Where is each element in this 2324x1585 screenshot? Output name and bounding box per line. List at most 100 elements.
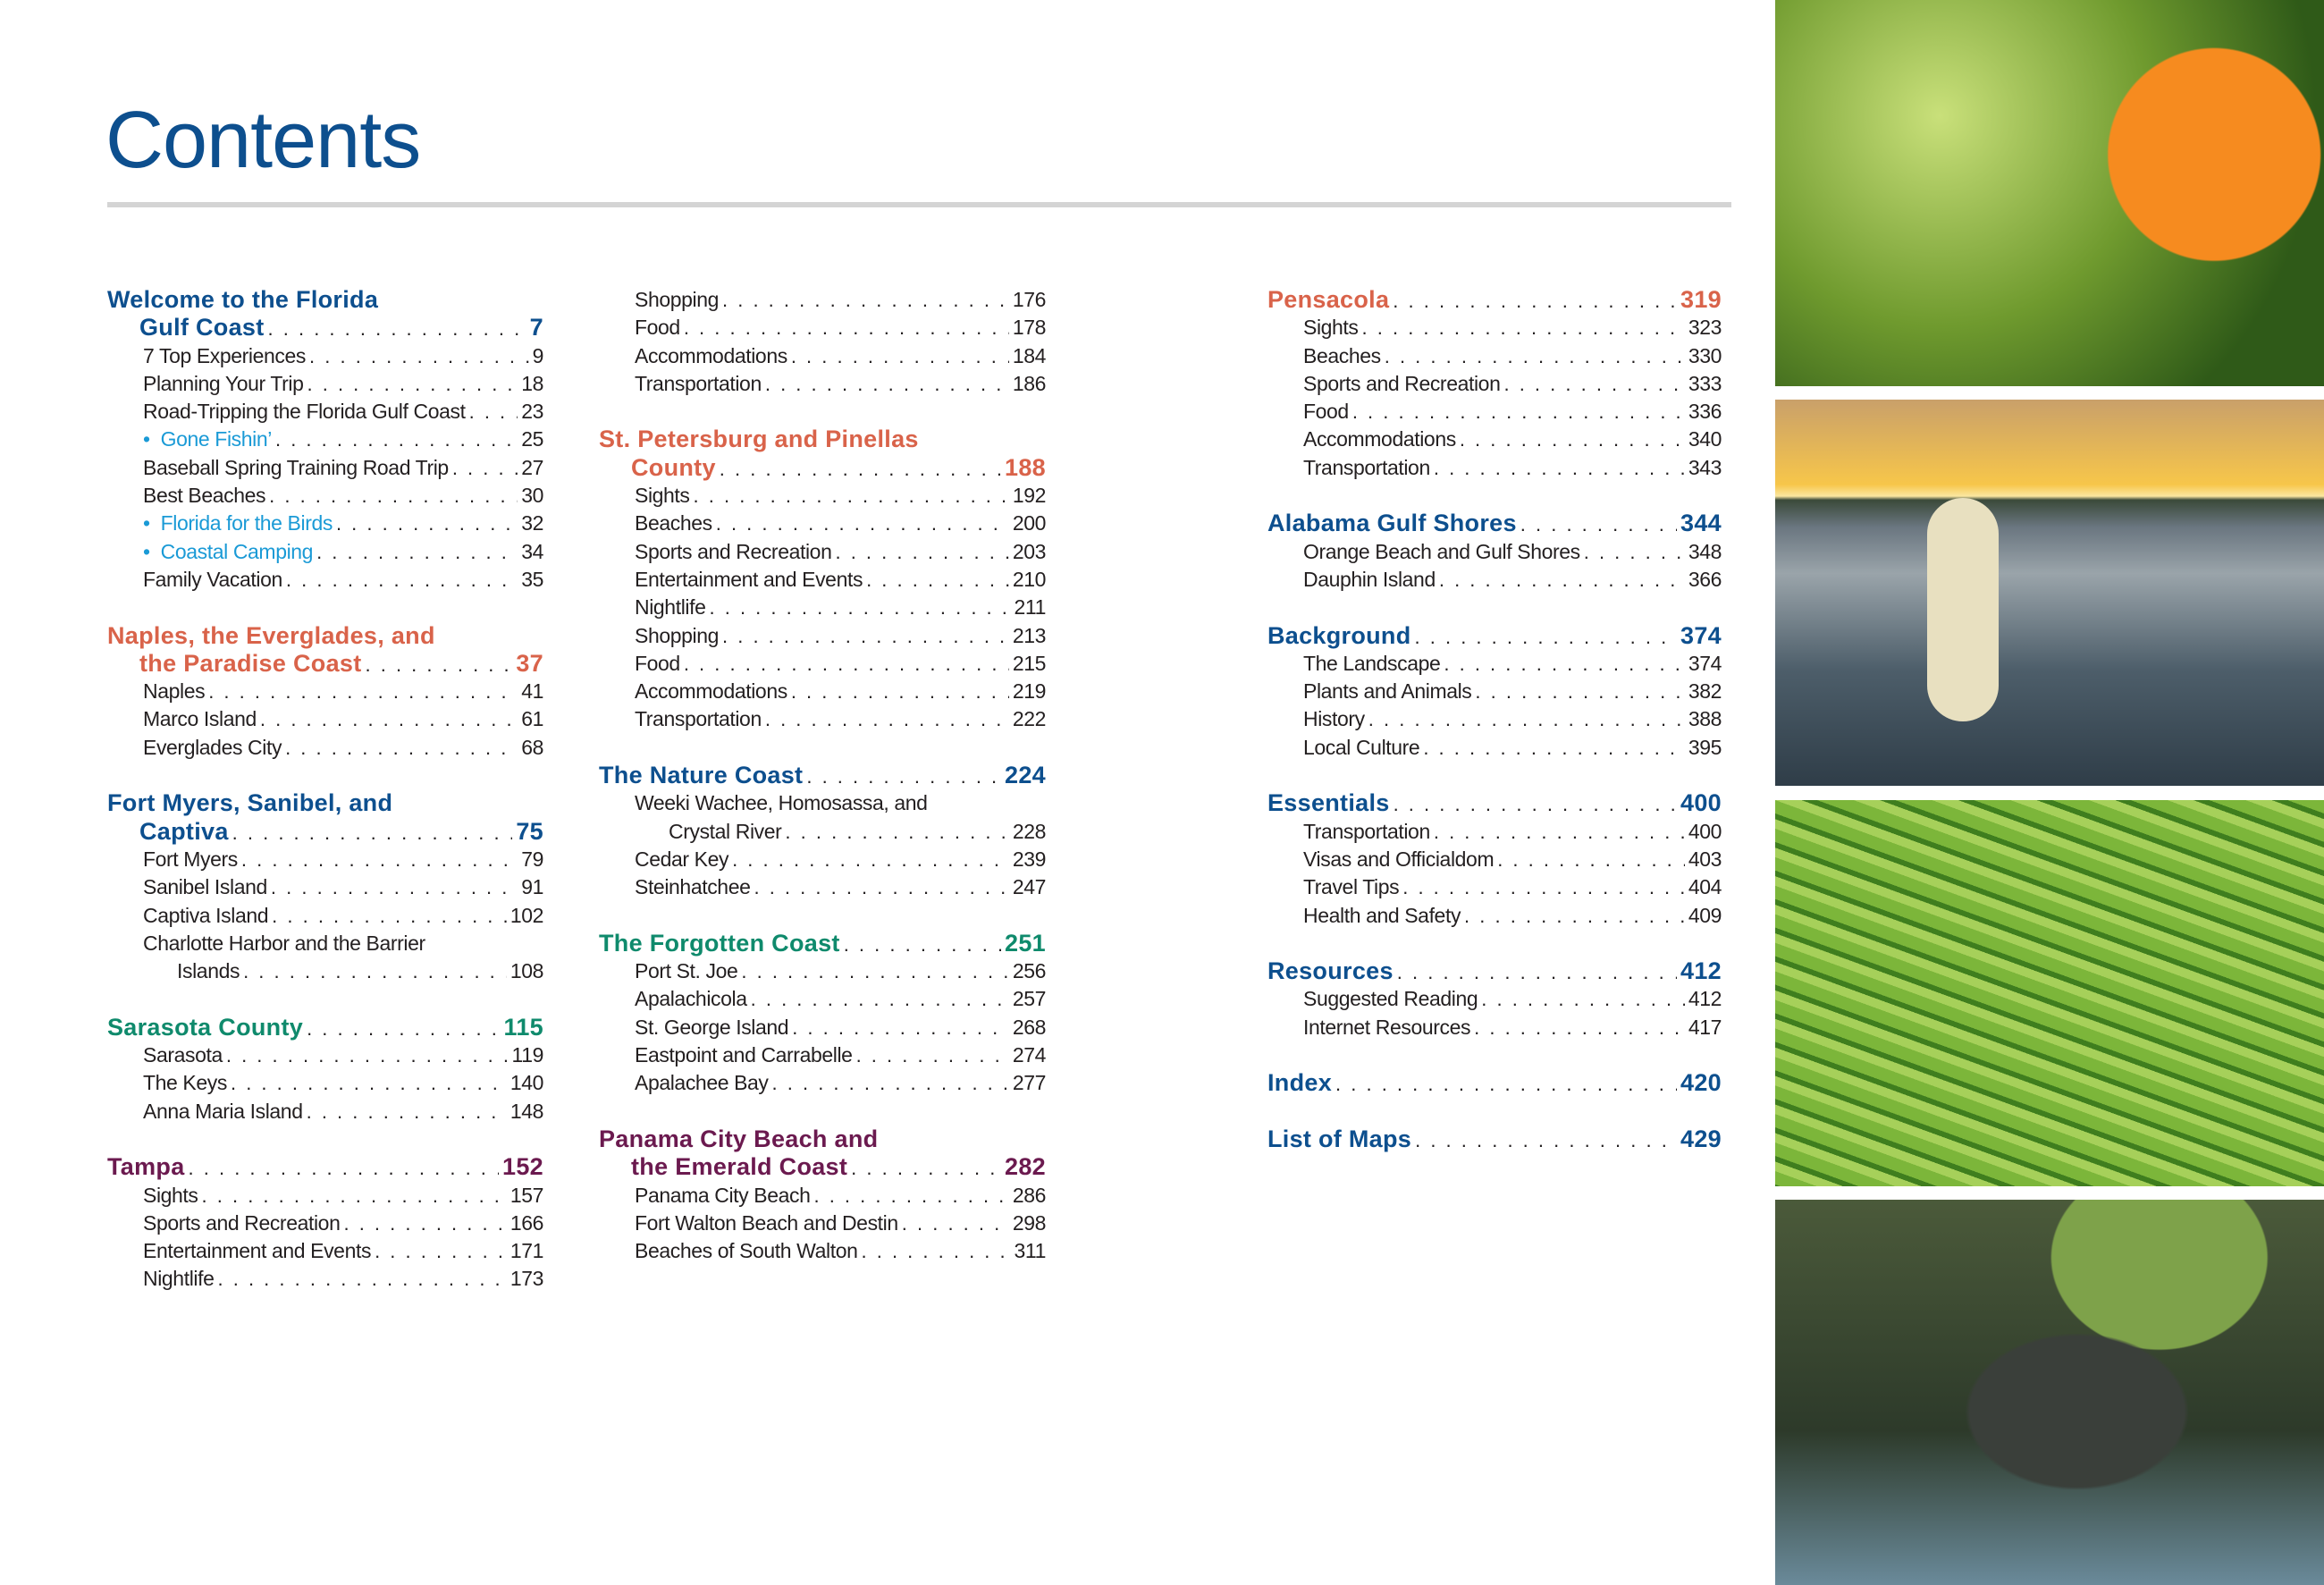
toc-entry[interactable]: Entertainment and Events 210 bbox=[599, 566, 1046, 594]
toc-entry[interactable]: Charlotte Harbor and the Barrier bbox=[107, 930, 543, 957]
section-heading[interactable]: Sarasota County 115 bbox=[107, 1014, 543, 1041]
toc-entry[interactable]: Best Beaches 30 bbox=[107, 482, 543, 510]
section-heading[interactable]: The Forgotten Coast 251 bbox=[599, 930, 1046, 957]
toc-entry[interactable]: • Gone Fishin’ 25 bbox=[107, 426, 543, 453]
section-heading-continued[interactable]: the Paradise Coast 37 bbox=[107, 650, 543, 678]
toc-entry[interactable]: Shopping 176 bbox=[599, 286, 1046, 314]
toc-entry[interactable]: 7 Top Experiences 9 bbox=[107, 342, 543, 370]
entry-label: Internet Resources bbox=[1303, 1015, 1471, 1039]
toc-entry[interactable]: Travel Tips 404 bbox=[1267, 873, 1722, 901]
section-heading[interactable]: Background 374 bbox=[1267, 622, 1722, 650]
toc-entry[interactable]: Cedar Key 239 bbox=[599, 846, 1046, 873]
section-heading-continued[interactable]: County 188 bbox=[599, 454, 1046, 482]
section-heading[interactable]: Alabama Gulf Shores 344 bbox=[1267, 510, 1722, 537]
toc-entry[interactable]: Eastpoint and Carrabelle 274 bbox=[599, 1041, 1046, 1069]
section-heading[interactable]: St. Petersburg and Pinellas bbox=[599, 426, 1046, 453]
dot-leader bbox=[307, 1098, 507, 1126]
toc-entry[interactable]: Fort Walton Beach and Destin 298 bbox=[599, 1210, 1046, 1237]
toc-entry[interactable]: Accommodations 184 bbox=[599, 342, 1046, 370]
toc-entry[interactable]: Steinhatchee 247 bbox=[599, 873, 1046, 901]
section-heading-continued[interactable]: the Emerald Coast 282 bbox=[599, 1153, 1046, 1181]
toc-entry[interactable]: St. George Island 268 bbox=[599, 1014, 1046, 1041]
toc-entry[interactable]: Dauphin Island 366 bbox=[1267, 566, 1722, 594]
toc-entry[interactable]: Sports and Recreation 166 bbox=[107, 1210, 543, 1237]
toc-entry[interactable]: Food 178 bbox=[599, 314, 1046, 341]
section-heading[interactable]: Welcome to the Florida bbox=[107, 286, 543, 314]
toc-entry-continued[interactable]: Islands 108 bbox=[107, 957, 543, 985]
toc-entry[interactable]: Plants and Animals 382 bbox=[1267, 678, 1722, 705]
toc-entry[interactable]: Sports and Recreation 203 bbox=[599, 538, 1046, 566]
toc-entry[interactable]: Entertainment and Events 171 bbox=[107, 1237, 543, 1265]
toc-entry[interactable]: Shopping 213 bbox=[599, 622, 1046, 650]
toc-entry[interactable]: Internet Resources 417 bbox=[1267, 1014, 1722, 1041]
dot-leader bbox=[792, 1014, 1009, 1041]
toc-entry[interactable]: Visas and Officialdom 403 bbox=[1267, 846, 1722, 873]
toc-entry[interactable]: Transportation 343 bbox=[1267, 454, 1722, 482]
toc-entry[interactable]: Sights 323 bbox=[1267, 314, 1722, 341]
toc-entry[interactable]: Road-Tripping the Florida Gulf Coast 23 bbox=[107, 398, 543, 426]
section-title: Fort Myers, Sanibel, and bbox=[107, 789, 393, 817]
toc-entry[interactable]: Port St. Joe 256 bbox=[599, 957, 1046, 985]
entry-page-number: 417 bbox=[1688, 1015, 1722, 1039]
toc-entry[interactable]: Family Vacation 35 bbox=[107, 566, 543, 594]
toc-entry[interactable]: Food 336 bbox=[1267, 398, 1722, 426]
toc-entry[interactable]: Baseball Spring Training Road Trip 27 bbox=[107, 454, 543, 482]
section-heading[interactable]: Index 420 bbox=[1267, 1069, 1722, 1097]
section-title: Index bbox=[1267, 1069, 1333, 1097]
section-title: The Forgotten Coast bbox=[599, 929, 840, 957]
toc-entry[interactable]: Nightlife 173 bbox=[107, 1265, 543, 1293]
section-heading[interactable]: List of Maps 429 bbox=[1267, 1126, 1722, 1153]
section-heading[interactable]: Pensacola 319 bbox=[1267, 286, 1722, 314]
toc-entry[interactable]: Sights 192 bbox=[599, 482, 1046, 510]
section-heading[interactable]: The Nature Coast 224 bbox=[599, 762, 1046, 789]
toc-entry[interactable]: Sports and Recreation 333 bbox=[1267, 370, 1722, 398]
section-heading-continued[interactable]: Captiva 75 bbox=[107, 818, 543, 846]
toc-entry[interactable]: Captiva Island 102 bbox=[107, 902, 543, 930]
toc-entry[interactable]: Local Culture 395 bbox=[1267, 734, 1722, 762]
toc-entry[interactable]: Marco Island 61 bbox=[107, 705, 543, 733]
toc-entry[interactable]: Food 215 bbox=[599, 650, 1046, 678]
toc-entry[interactable]: Apalachee Bay 277 bbox=[599, 1069, 1046, 1097]
toc-entry[interactable]: Beaches 330 bbox=[1267, 342, 1722, 370]
toc-entry[interactable]: Transportation 400 bbox=[1267, 818, 1722, 846]
entry-page-number: 213 bbox=[1012, 623, 1047, 647]
section-heading[interactable]: Naples, the Everglades, and bbox=[107, 622, 543, 650]
toc-entry[interactable]: Everglades City 68 bbox=[107, 734, 543, 762]
toc-entry[interactable]: Nightlife 211 bbox=[599, 594, 1046, 621]
toc-entry[interactable]: Apalachicola 257 bbox=[599, 985, 1046, 1013]
toc-entry[interactable]: Planning Your Trip 18 bbox=[107, 370, 543, 398]
toc-entry[interactable]: Suggested Reading 412 bbox=[1267, 985, 1722, 1013]
toc-entry[interactable]: Accommodations 219 bbox=[599, 678, 1046, 705]
section-heading-continued[interactable]: Gulf Coast 7 bbox=[107, 314, 543, 341]
entry-label: History bbox=[1303, 707, 1365, 731]
toc-entry[interactable]: Transportation 186 bbox=[599, 370, 1046, 398]
toc-entry[interactable]: Panama City Beach 286 bbox=[599, 1182, 1046, 1210]
toc-entry[interactable]: • Coastal Camping 34 bbox=[107, 538, 543, 566]
section-heading[interactable]: Tampa 152 bbox=[107, 1153, 543, 1181]
toc-entry[interactable]: Sanibel Island 91 bbox=[107, 873, 543, 901]
toc-entry[interactable]: Sarasota 119 bbox=[107, 1041, 543, 1069]
dot-leader bbox=[202, 1182, 507, 1210]
toc-entry[interactable]: The Landscape 374 bbox=[1267, 650, 1722, 678]
toc-entry[interactable]: The Keys 140 bbox=[107, 1069, 543, 1097]
toc-entry[interactable]: Orange Beach and Gulf Shores 348 bbox=[1267, 538, 1722, 566]
toc-entry-continued[interactable]: Crystal River 228 bbox=[599, 818, 1046, 846]
toc-entry[interactable]: Sights 157 bbox=[107, 1182, 543, 1210]
toc-entry[interactable]: Transportation 222 bbox=[599, 705, 1046, 733]
toc-entry[interactable]: History 388 bbox=[1267, 705, 1722, 733]
section-heading[interactable]: Fort Myers, Sanibel, and bbox=[107, 789, 543, 817]
section-heading[interactable]: Essentials 400 bbox=[1267, 789, 1722, 817]
toc-entry[interactable]: Beaches of South Walton 311 bbox=[599, 1237, 1046, 1265]
toc-entry[interactable]: Beaches 200 bbox=[599, 510, 1046, 537]
toc-entry[interactable]: Naples 41 bbox=[107, 678, 543, 705]
section-heading[interactable]: Panama City Beach and bbox=[599, 1126, 1046, 1153]
toc-entry[interactable]: Fort Myers 79 bbox=[107, 846, 543, 873]
entry-label: Transportation bbox=[635, 371, 762, 395]
toc-entry[interactable]: Anna Maria Island 148 bbox=[107, 1098, 543, 1126]
toc-entry[interactable]: Weeki Wachee, Homosassa, and bbox=[599, 789, 1046, 817]
toc-section: Naples, the Everglades, and the Paradise … bbox=[107, 622, 543, 762]
toc-entry[interactable]: Accommodations 340 bbox=[1267, 426, 1722, 453]
section-heading[interactable]: Resources 412 bbox=[1267, 957, 1722, 985]
toc-entry[interactable]: • Florida for the Birds 32 bbox=[107, 510, 543, 537]
toc-entry[interactable]: Health and Safety 409 bbox=[1267, 902, 1722, 930]
